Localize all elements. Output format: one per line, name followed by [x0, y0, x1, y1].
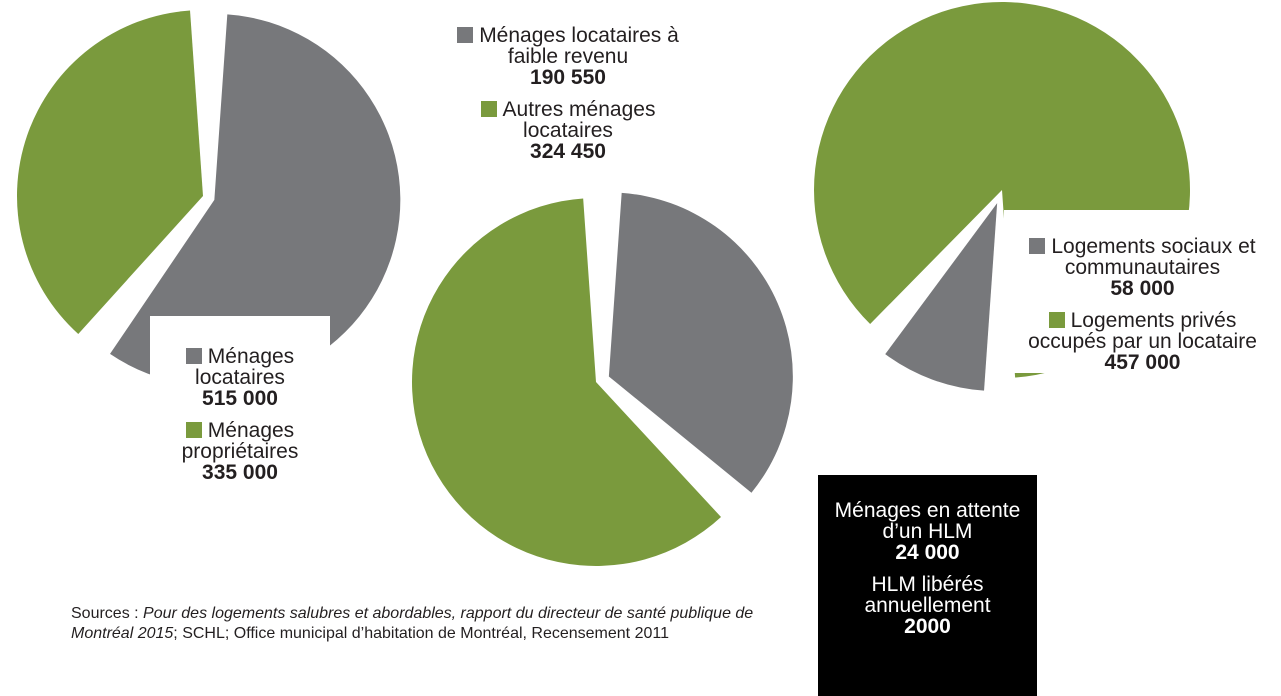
legend-value: 457 000 — [1104, 351, 1181, 374]
legend-entry: Autres ménages locataires 324 450 — [450, 99, 686, 162]
legend-pie-2: Ménages locataires à faible revenu 190 5… — [450, 25, 686, 174]
legend-pie-3: Logements sociaux et communautaires 58 0… — [1004, 210, 1281, 373]
hlm-waiting-box: Ménages en attente d’un HLM 24 000 HLM l… — [818, 475, 1037, 696]
green-swatch — [185, 422, 202, 438]
legend-value: 190 550 — [530, 66, 606, 89]
legend-label: Logements privés occupés par un locatair… — [1028, 309, 1257, 353]
legend-entry: Ménages locataires à faible revenu 190 5… — [450, 25, 686, 88]
legend-label: Ménages locataires — [195, 345, 295, 389]
pie-1-slice-2 — [17, 10, 203, 334]
pie-3-slice-1 — [885, 203, 998, 391]
legend-value: 58 000 — [1110, 277, 1175, 300]
legend-entry: Logements sociaux et communautaires 58 0… — [1004, 236, 1281, 299]
gray-swatch — [185, 348, 202, 364]
legend-label: Ménages propriétaires — [181, 419, 299, 463]
pie-2-slice-2 — [412, 198, 722, 566]
sources-title: Pour des logements salubres et abordable… — [71, 605, 754, 642]
green-swatch — [1048, 312, 1065, 328]
legend-label: Ménages locataires à faible revenu — [479, 24, 679, 68]
legend-value: 335 000 — [202, 461, 278, 484]
legend-label: Logements sociaux et communautaires — [1051, 235, 1256, 279]
legend-entry: Logements privés occupés par un locatair… — [1004, 310, 1281, 373]
legend-label: Autres ménages locataires — [502, 98, 656, 142]
legend-value: 324 450 — [530, 140, 606, 163]
legend-pie-1: Ménages locataires 515 000 Ménages propr… — [150, 316, 330, 483]
sources-note: Sources : Pour des logements salubres et… — [71, 604, 771, 644]
green-swatch — [480, 101, 497, 117]
sources-rest: ; SCHL; Office municipal d’habitation de… — [173, 625, 669, 642]
gray-swatch — [457, 27, 474, 43]
waiting-label: Ménages en attente d’un HLM — [834, 499, 1021, 543]
legend-value: 515 000 — [202, 387, 278, 410]
legend-entry: Ménages propriétaires 335 000 — [150, 420, 330, 483]
freed-value: 2000 — [904, 615, 951, 638]
pie-1-slice-1 — [110, 14, 401, 386]
pie-2-slice-1 — [608, 192, 793, 493]
gray-swatch — [1029, 238, 1046, 254]
legend-entry: Ménages locataires 515 000 — [150, 346, 330, 409]
freed-label: HLM libérés annuellement — [864, 573, 991, 617]
waiting-households: Ménages en attente d’un HLM 24 000 — [818, 500, 1037, 563]
sources-prefix: Sources : — [71, 605, 144, 622]
freed-hlm: HLM libérés annuellement 2000 — [818, 574, 1037, 637]
waiting-value: 24 000 — [895, 541, 960, 564]
